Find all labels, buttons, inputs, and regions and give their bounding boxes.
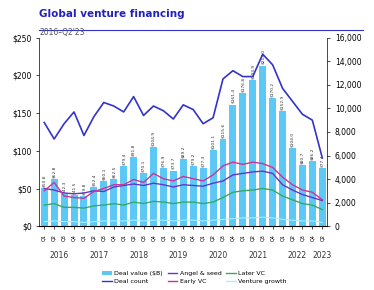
Text: $213.0: $213.0 [261,49,265,64]
Text: $115.6: $115.6 [221,123,225,138]
Text: $176.8: $176.8 [241,77,245,92]
Bar [229,104,236,226]
Bar [51,179,58,226]
Text: $104.0: $104.0 [291,132,294,147]
Bar [100,181,107,226]
Text: $161.4: $161.4 [231,88,235,103]
Text: $101.1: $101.1 [211,134,215,149]
Text: 2023: 2023 [313,251,332,260]
Text: Global venture financing: Global venture financing [39,9,185,19]
Bar [289,148,296,226]
Bar [120,166,127,226]
Bar [110,179,117,226]
Bar [41,188,48,226]
Bar [91,187,97,226]
Bar [239,93,246,226]
Text: $79.2: $79.2 [191,153,195,165]
Text: 2019: 2019 [169,251,188,260]
Text: 2018: 2018 [129,251,148,260]
Bar [140,173,147,226]
Text: 2021: 2021 [248,251,267,260]
Text: $104.9: $104.9 [151,131,156,146]
Text: 2020: 2020 [208,251,228,260]
Text: $39.8: $39.8 [82,183,86,195]
Text: $80.7: $80.7 [300,152,304,164]
Legend: Deal value ($B), Deal count, Angel & seed, Early VC, Later VC, Venture growth: Deal value ($B), Deal count, Angel & see… [100,268,289,287]
Text: 2022: 2022 [288,251,307,260]
Bar [200,168,206,226]
Text: $152.9: $152.9 [280,95,285,110]
Bar [249,80,256,226]
Text: 2016: 2016 [49,251,69,260]
Bar [299,165,306,226]
Text: $77.4: $77.4 [320,154,324,167]
Text: $89.2: $89.2 [181,146,185,158]
Bar [220,139,226,226]
Text: $41.5: $41.5 [72,181,76,194]
Bar [309,161,316,226]
Bar [130,157,137,226]
Text: $62.8: $62.8 [52,165,56,178]
Text: 2016–Q2'23: 2016–Q2'23 [39,28,85,37]
Bar [71,195,77,226]
Text: $50.8: $50.8 [42,174,46,187]
Bar [319,168,326,226]
Bar [259,66,266,226]
Text: $170.2: $170.2 [271,81,275,97]
Text: $79.4: $79.4 [122,153,126,165]
Text: $73.7: $73.7 [171,157,175,169]
Bar [150,147,157,226]
Text: $86.2: $86.2 [310,148,315,160]
Bar [160,168,167,226]
Bar [269,98,276,226]
Text: $76.9: $76.9 [162,155,165,167]
Bar [190,166,197,226]
Text: $77.3: $77.3 [201,154,205,167]
Text: $52.4: $52.4 [92,173,96,186]
Text: $193.9: $193.9 [251,64,255,79]
Bar [80,196,88,226]
Bar [180,159,187,226]
Text: $60.1: $60.1 [102,167,106,180]
Bar [209,150,217,226]
Text: $62.5: $62.5 [112,165,116,178]
Bar [61,194,68,226]
Text: $42.3: $42.3 [62,181,66,193]
Bar [170,171,177,226]
Text: $91.8: $91.8 [132,144,136,156]
Text: 2017: 2017 [89,251,108,260]
Text: $70.1: $70.1 [141,160,145,172]
Bar [279,111,286,226]
